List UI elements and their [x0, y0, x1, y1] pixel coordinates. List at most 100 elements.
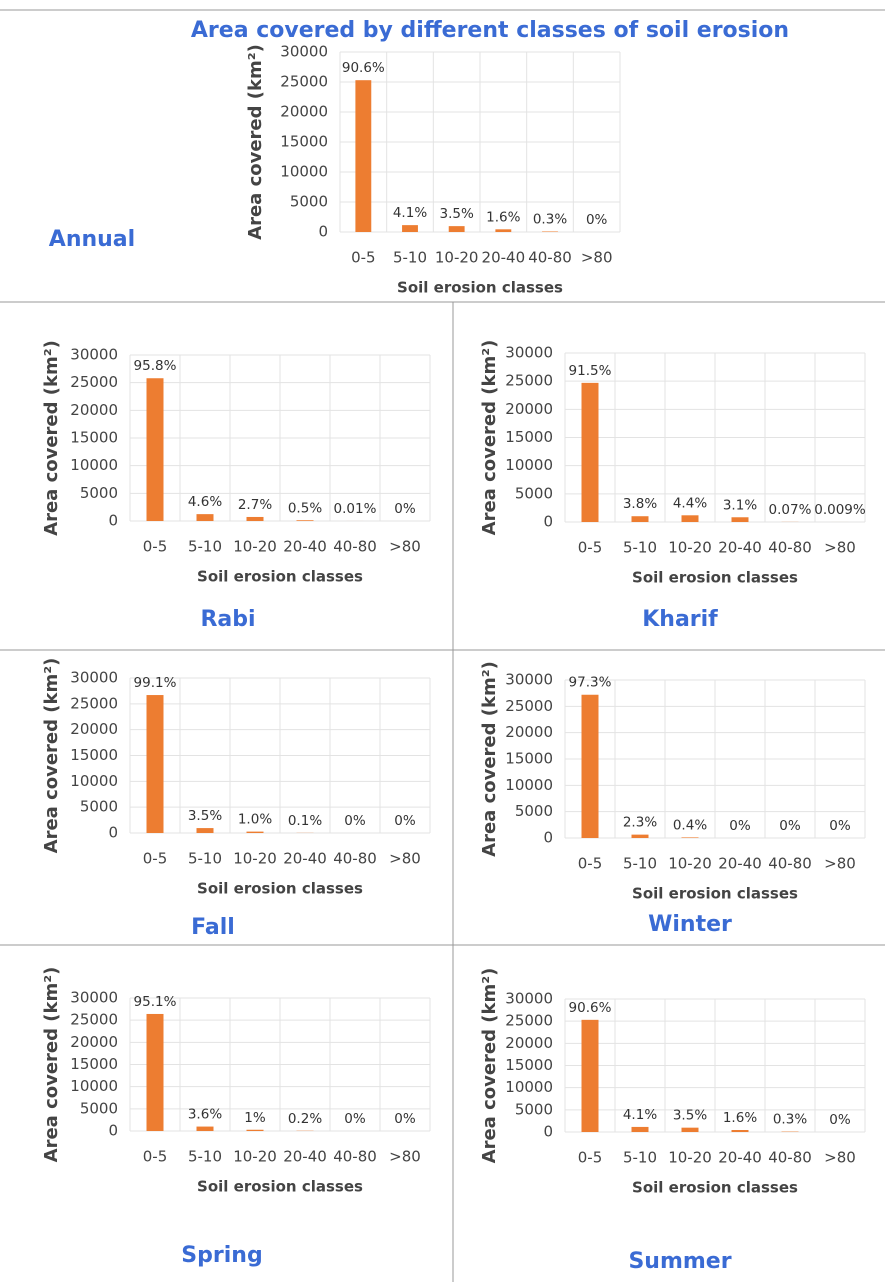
y-tick-label: 5000 — [515, 1100, 553, 1118]
y-tick-label: 10000 — [280, 163, 328, 181]
y-tick-label: 15000 — [70, 429, 118, 447]
bar — [631, 516, 649, 522]
x-tick-label: 20-40 — [283, 850, 327, 868]
value-label: 0.07% — [769, 502, 812, 518]
x-tick-label: 0-5 — [143, 850, 168, 868]
bar — [246, 516, 264, 521]
bar — [681, 1127, 699, 1132]
x-tick-label: 10-20 — [233, 1148, 277, 1166]
x-tick-label: 5-10 — [188, 850, 222, 868]
value-label: 90.6% — [569, 1000, 612, 1016]
x-tick-label: 10-20 — [233, 538, 277, 556]
x-tick-label: 5-10 — [623, 539, 657, 557]
x-tick-label: 10-20 — [668, 539, 712, 557]
panel-label: Winter — [648, 912, 732, 937]
value-label: 3.5% — [188, 808, 222, 824]
x-tick-label: >80 — [581, 249, 613, 267]
bar — [631, 1126, 649, 1132]
value-label: 95.1% — [134, 994, 177, 1010]
x-axis-title: Soil erosion classes — [632, 885, 798, 903]
x-tick-label: 0-5 — [578, 539, 603, 557]
value-label: 91.5% — [569, 363, 612, 379]
panel-label: Annual — [49, 227, 135, 252]
panel-label: Fall — [191, 915, 235, 940]
y-tick-label: 15000 — [70, 1055, 118, 1073]
y-tick-label: 0 — [108, 824, 118, 842]
y-tick-label: 30000 — [505, 671, 553, 689]
value-label: 90.6% — [342, 60, 385, 76]
x-tick-label: 20-40 — [718, 1149, 762, 1167]
x-tick-label: 20-40 — [718, 539, 762, 557]
y-tick-label: 20000 — [70, 1033, 118, 1051]
y-tick-label: 30000 — [70, 669, 118, 687]
value-label: 95.8% — [134, 358, 177, 374]
x-axis-title: Soil erosion classes — [397, 279, 563, 297]
value-label: 1.6% — [486, 209, 520, 225]
x-axis-title: Soil erosion classes — [632, 1179, 798, 1197]
value-label: 3.6% — [188, 1107, 222, 1123]
y-tick-label: 20000 — [505, 400, 553, 418]
x-tick-label: 0-5 — [351, 249, 376, 267]
y-tick-label: 30000 — [70, 989, 118, 1007]
bar — [246, 831, 264, 833]
y-axis-title: Area covered (km²) — [479, 340, 500, 536]
bar — [196, 828, 214, 833]
x-tick-label: 0-5 — [578, 855, 603, 873]
bar — [581, 694, 599, 838]
x-tick-label: 5-10 — [188, 538, 222, 556]
value-label: 0% — [344, 1111, 366, 1127]
x-tick-label: 40-80 — [333, 1148, 377, 1166]
x-axis-title: Soil erosion classes — [197, 880, 363, 898]
value-label: 97.3% — [569, 675, 612, 691]
y-tick-label: 5000 — [80, 1099, 118, 1117]
y-tick-label: 0 — [543, 1123, 553, 1141]
y-tick-label: 25000 — [505, 697, 553, 715]
x-tick-label: 5-10 — [393, 249, 427, 267]
value-label: 3.8% — [623, 496, 657, 512]
panel-label: Summer — [628, 1249, 731, 1274]
x-tick-label: 5-10 — [623, 855, 657, 873]
y-axis-title: Area covered (km²) — [41, 340, 62, 536]
y-axis-title: Area covered (km²) — [479, 968, 500, 1164]
y-tick-label: 30000 — [70, 346, 118, 364]
y-tick-label: 15000 — [70, 746, 118, 764]
value-label: 0.1% — [288, 813, 322, 829]
value-label: 1% — [244, 1110, 266, 1126]
x-tick-label: 10-20 — [668, 1149, 712, 1167]
y-tick-label: 25000 — [280, 73, 328, 91]
y-tick-label: 25000 — [70, 373, 118, 391]
y-tick-label: 30000 — [505, 344, 553, 362]
y-tick-label: 0 — [108, 1122, 118, 1140]
value-label: 0% — [729, 818, 751, 834]
x-tick-label: 20-40 — [482, 249, 526, 267]
bar — [146, 1013, 164, 1131]
x-tick-label: 20-40 — [283, 538, 327, 556]
y-tick-label: 25000 — [70, 1011, 118, 1029]
y-tick-label: 10000 — [70, 456, 118, 474]
x-tick-label: 10-20 — [435, 249, 479, 267]
value-label: 4.1% — [393, 205, 427, 221]
x-tick-label: 0-5 — [578, 1149, 603, 1167]
y-tick-label: 0 — [108, 512, 118, 530]
x-tick-label: 20-40 — [283, 1148, 327, 1166]
y-tick-label: 15000 — [280, 133, 328, 151]
y-tick-label: 5000 — [290, 193, 328, 211]
x-tick-label: >80 — [389, 850, 421, 868]
value-label: 0% — [829, 1112, 851, 1128]
value-label: 4.1% — [623, 1107, 657, 1123]
x-tick-label: >80 — [824, 1149, 856, 1167]
y-axis-title: Area covered (km²) — [41, 967, 62, 1163]
y-tick-label: 10000 — [70, 772, 118, 790]
x-tick-label: >80 — [824, 855, 856, 873]
value-label: 0.5% — [288, 500, 322, 516]
x-tick-label: 40-80 — [333, 538, 377, 556]
x-tick-label: 5-10 — [623, 1149, 657, 1167]
bar — [542, 231, 558, 232]
value-label: 0% — [394, 501, 416, 517]
value-label: 0% — [344, 813, 366, 829]
value-label: 3.1% — [723, 497, 757, 513]
value-label: 0% — [394, 813, 416, 829]
y-tick-label: 20000 — [280, 103, 328, 121]
value-label: 1.0% — [238, 812, 272, 828]
